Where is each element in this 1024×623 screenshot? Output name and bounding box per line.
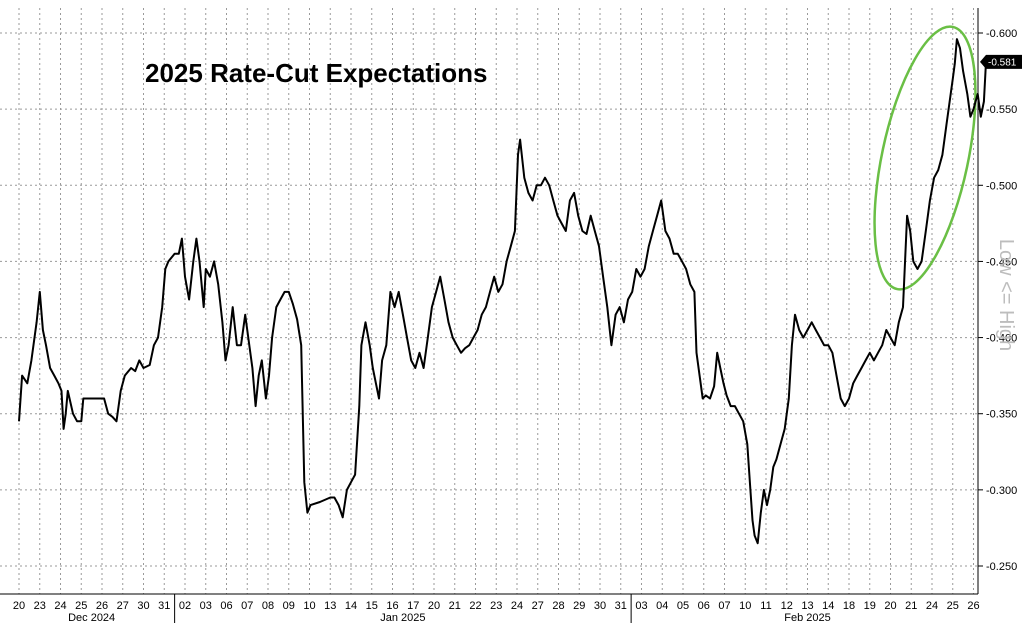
x-tick-label: 26 (967, 600, 979, 612)
x-tick-label: 31 (615, 600, 627, 612)
last-value-text: -0.581 (988, 57, 1017, 68)
highlight-ellipse (873, 25, 977, 291)
x-tick-label: 14 (345, 600, 357, 612)
x-tick-label: 22 (469, 600, 481, 612)
x-tick-label: 30 (137, 600, 149, 612)
month-label: Jan 2025 (380, 612, 425, 623)
x-tick-label: 21 (905, 600, 917, 612)
x-tick-label: 27 (117, 600, 129, 612)
x-tick-label: 05 (677, 600, 689, 612)
x-tick-label: 29 (573, 600, 585, 612)
x-tick-label: 02 (179, 600, 191, 612)
y-tick-label: -0.250 (986, 561, 1017, 573)
y-tick-label: -0.350 (986, 409, 1017, 421)
y-tick-label: -0.400 (986, 333, 1017, 345)
label-layer: 20 23 24 25 26 27 30 31 02 03 06 07 08 09 10 13 14 15 16 17… (13, 28, 1022, 623)
x-tick-label: 20 (884, 600, 896, 612)
x-tick-label: 14 (822, 600, 834, 612)
x-tick-label: 11 (760, 600, 771, 612)
x-tick-label: 10 (303, 600, 315, 612)
x-tick-label: 20 (13, 600, 25, 612)
x-tick-label: 25 (947, 600, 959, 612)
x-tick-label: 09 (283, 600, 295, 612)
chart-title: 2025 Rate-Cut Expectations (145, 58, 487, 88)
axis-layer (0, 8, 983, 623)
side-axis-label: Low <= High (995, 239, 1017, 351)
x-tick-label: 30 (594, 600, 606, 612)
gridlines (0, 8, 978, 594)
x-tick-label: 24 (511, 600, 523, 612)
x-tick-label: 24 (926, 600, 938, 612)
x-tick-label: 12 (781, 600, 793, 612)
x-tick-label: 28 (552, 600, 564, 612)
x-tick-label: 17 (407, 600, 419, 612)
x-tick-label: 13 (324, 600, 336, 612)
x-tick-label: 03 (635, 600, 647, 612)
y-tick-label: -0.550 (986, 104, 1017, 116)
last-value-box (980, 54, 1022, 69)
x-tick-label: 06 (220, 600, 232, 612)
series-layer (18, 38, 987, 545)
y-tick-label: -0.300 (986, 485, 1017, 497)
x-tick-label: 24 (54, 600, 66, 612)
x-tick-label: 08 (262, 600, 274, 612)
x-tick-label: 20 (428, 600, 440, 612)
x-tick-label: 19 (864, 600, 876, 612)
y-tick-label: -0.500 (986, 180, 1017, 192)
x-tick-label: 18 (843, 600, 855, 612)
x-tick-label: 07 (718, 600, 730, 612)
x-tick-label: 27 (532, 600, 544, 612)
x-tick-label: 03 (200, 600, 212, 612)
series-line (18, 38, 987, 545)
x-tick-label: 23 (490, 600, 502, 612)
y-tick-label: -0.450 (986, 256, 1017, 268)
x-tick-label: 06 (698, 600, 710, 612)
month-label: Dec 2024 (68, 612, 115, 623)
x-tick-label: 31 (158, 600, 170, 612)
x-tick-label: 13 (801, 600, 813, 612)
annotation-layer (873, 25, 977, 291)
x-tick-label: 16 (386, 600, 398, 612)
x-tick-label: 04 (656, 600, 668, 612)
x-tick-label: 21 (449, 600, 461, 612)
x-tick-label: 23 (34, 600, 46, 612)
y-tick-label: -0.600 (986, 28, 1017, 40)
x-tick-label: 26 (96, 600, 108, 612)
month-label: Feb 2025 (784, 612, 830, 623)
x-tick-label: 25 (75, 600, 87, 612)
last-value-badge: -0.581 (980, 54, 1022, 69)
x-tick-label: 07 (241, 600, 253, 612)
x-tick-label: 10 (739, 600, 751, 612)
x-tick-label: 15 (366, 600, 378, 612)
